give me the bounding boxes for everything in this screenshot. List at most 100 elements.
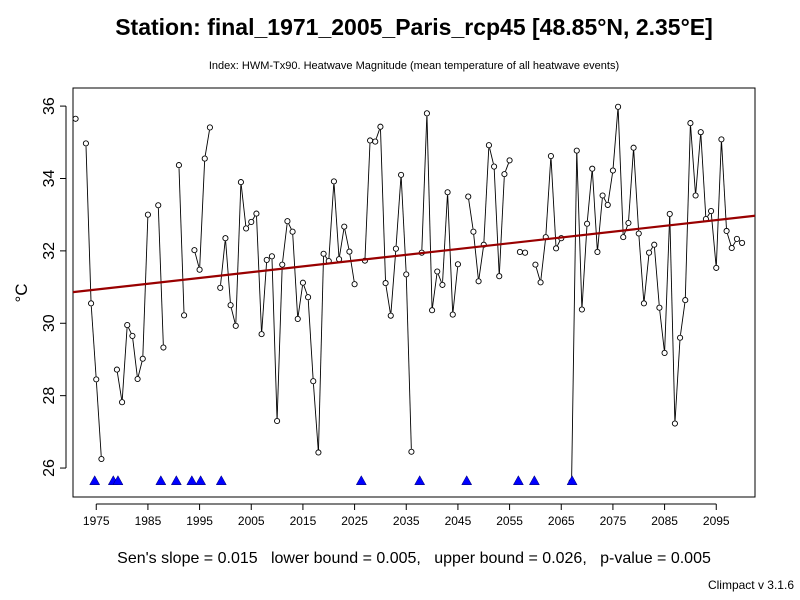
x-tick-label: 2035 xyxy=(393,514,420,528)
series-segment xyxy=(643,255,650,301)
y-tick-label: 26 xyxy=(41,459,58,477)
data-point xyxy=(739,239,746,246)
data-point xyxy=(584,220,591,227)
series-segment xyxy=(256,216,262,332)
series-segment xyxy=(385,285,391,313)
series-segment xyxy=(204,130,210,156)
data-point xyxy=(491,163,498,170)
series-segment xyxy=(324,255,328,259)
series-segment xyxy=(157,208,164,345)
series-segment xyxy=(282,224,288,262)
series-segment xyxy=(390,251,397,313)
data-point xyxy=(682,297,689,304)
series-segment xyxy=(576,153,583,307)
series-segment xyxy=(121,328,128,400)
missing-value-marker xyxy=(112,475,124,485)
series-segment xyxy=(664,216,671,350)
data-point xyxy=(119,399,126,406)
data-point xyxy=(733,235,740,242)
series-segment xyxy=(252,215,256,220)
series-segment xyxy=(437,274,442,283)
series-segment xyxy=(318,256,324,450)
series-segment xyxy=(571,153,578,479)
series-segment xyxy=(276,267,283,419)
data-point xyxy=(398,171,405,178)
x-tick-label: 2075 xyxy=(600,514,627,528)
data-point xyxy=(604,201,611,208)
data-point xyxy=(465,193,472,200)
data-point xyxy=(377,123,384,130)
series-segment xyxy=(638,236,645,301)
data-point xyxy=(501,171,508,178)
x-tick-label: 2005 xyxy=(238,514,265,528)
series-segment xyxy=(220,241,226,285)
data-point xyxy=(98,455,105,463)
data-point xyxy=(294,315,301,322)
series-segment xyxy=(230,307,236,323)
series-segment xyxy=(535,267,541,280)
series-segment xyxy=(628,150,634,221)
series-segment xyxy=(700,135,707,217)
data-point xyxy=(330,178,337,185)
series-segment xyxy=(247,223,250,227)
series-segment xyxy=(557,240,561,246)
data-point xyxy=(475,278,482,285)
sens-slope-stats: Sen's slope = 0.015 lower bound = 0.005,… xyxy=(117,550,711,567)
data-point xyxy=(485,142,492,149)
series-segment xyxy=(489,147,494,164)
series-segment xyxy=(483,148,490,242)
y-tick-label: 34 xyxy=(41,169,58,187)
series-segment xyxy=(271,259,278,419)
x-tick-label: 1985 xyxy=(135,514,162,528)
data-point xyxy=(434,268,441,275)
missing-value-marker xyxy=(414,475,426,485)
series-segment xyxy=(684,126,691,298)
x-tick-label: 2025 xyxy=(341,514,368,528)
missing-value-marker xyxy=(186,475,198,485)
series-segment xyxy=(603,197,607,203)
plot-frame xyxy=(72,87,756,498)
data-point xyxy=(553,245,560,252)
series-segment xyxy=(654,247,660,305)
series-segment xyxy=(669,216,676,421)
data-point xyxy=(305,294,312,301)
data-point xyxy=(630,144,637,151)
data-point xyxy=(82,140,89,147)
series-segment xyxy=(426,116,433,308)
series-segment xyxy=(375,129,380,139)
x-tick-label: 2015 xyxy=(290,514,317,528)
series-segment xyxy=(715,142,722,265)
data-point xyxy=(346,248,353,255)
x-tick-label: 2065 xyxy=(548,514,575,528)
series-segment xyxy=(612,109,619,168)
data-point xyxy=(723,227,730,235)
series-segment xyxy=(597,198,603,250)
data-point xyxy=(625,219,632,227)
y-tick-label: 30 xyxy=(41,314,58,332)
data-point xyxy=(243,225,250,232)
series-segment xyxy=(727,233,732,246)
data-point xyxy=(666,210,673,218)
data-point xyxy=(537,279,544,286)
series-segment xyxy=(695,135,701,193)
series-segment xyxy=(95,382,102,457)
missing-value-marker xyxy=(155,475,167,485)
data-point xyxy=(713,264,720,271)
data-point xyxy=(387,312,394,319)
series-segment xyxy=(545,159,552,235)
data-point xyxy=(201,155,208,162)
data-point xyxy=(253,210,260,217)
chart-subtitle: Index: HWM-Tx90. Heatwave Magnitude (mea… xyxy=(208,60,620,72)
data-point xyxy=(263,256,270,263)
y-tick-label: 28 xyxy=(41,387,58,405)
series-segment xyxy=(288,223,292,230)
data-point xyxy=(113,366,120,373)
data-point xyxy=(320,250,327,257)
series-segment xyxy=(452,267,459,312)
climpact-credit: Climpact v 3.1.6 xyxy=(707,578,794,592)
data-point xyxy=(237,179,244,186)
data-point xyxy=(248,218,255,225)
data-point xyxy=(372,138,379,145)
data-point xyxy=(181,312,188,319)
data-point xyxy=(522,249,529,256)
